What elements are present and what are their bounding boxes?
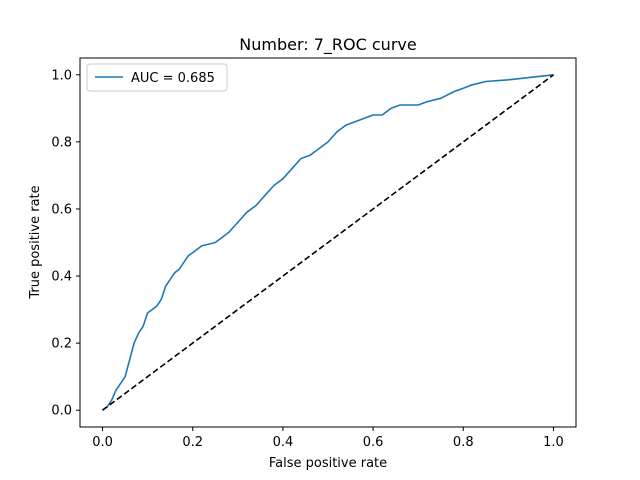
x-tick-label: 0.8: [453, 435, 474, 450]
x-tick-label: 1.0: [543, 435, 564, 450]
legend-label-auc: AUC = 0.685: [131, 71, 215, 86]
x-tick-label: 0.6: [363, 435, 384, 450]
y-tick-label: 0.6: [51, 202, 72, 217]
x-axis-label: False positive rate: [269, 456, 387, 471]
axis-ticks: 0.0 0.2 0.4 0.6 0.8 1.0 0.0 0.2 0.4 0.6 0.8 1.0: [51, 68, 563, 450]
y-tick-label: 0.8: [51, 135, 72, 150]
y-tick-label: 0.2: [51, 337, 72, 352]
plot-area: [102, 74, 554, 411]
x-tick-label: 0.2: [182, 435, 203, 450]
legend-box: [86, 63, 228, 92]
y-tick-label: 0.0: [51, 404, 72, 419]
chart-title: Number: 7_ROC curve: [239, 35, 416, 55]
x-tick-label: 0.4: [273, 435, 294, 450]
roc-curve-line: [102, 74, 554, 411]
y-axis-label: True positive rate: [28, 185, 43, 299]
axes-frame: [79, 57, 577, 428]
x-tick-label: 0.0: [92, 435, 113, 450]
y-tick-label: 1.0: [51, 68, 72, 83]
y-tick-label: 0.4: [51, 270, 72, 285]
legend: AUC = 0.685: [86, 63, 228, 92]
chance-diagonal-line: [102, 74, 554, 411]
